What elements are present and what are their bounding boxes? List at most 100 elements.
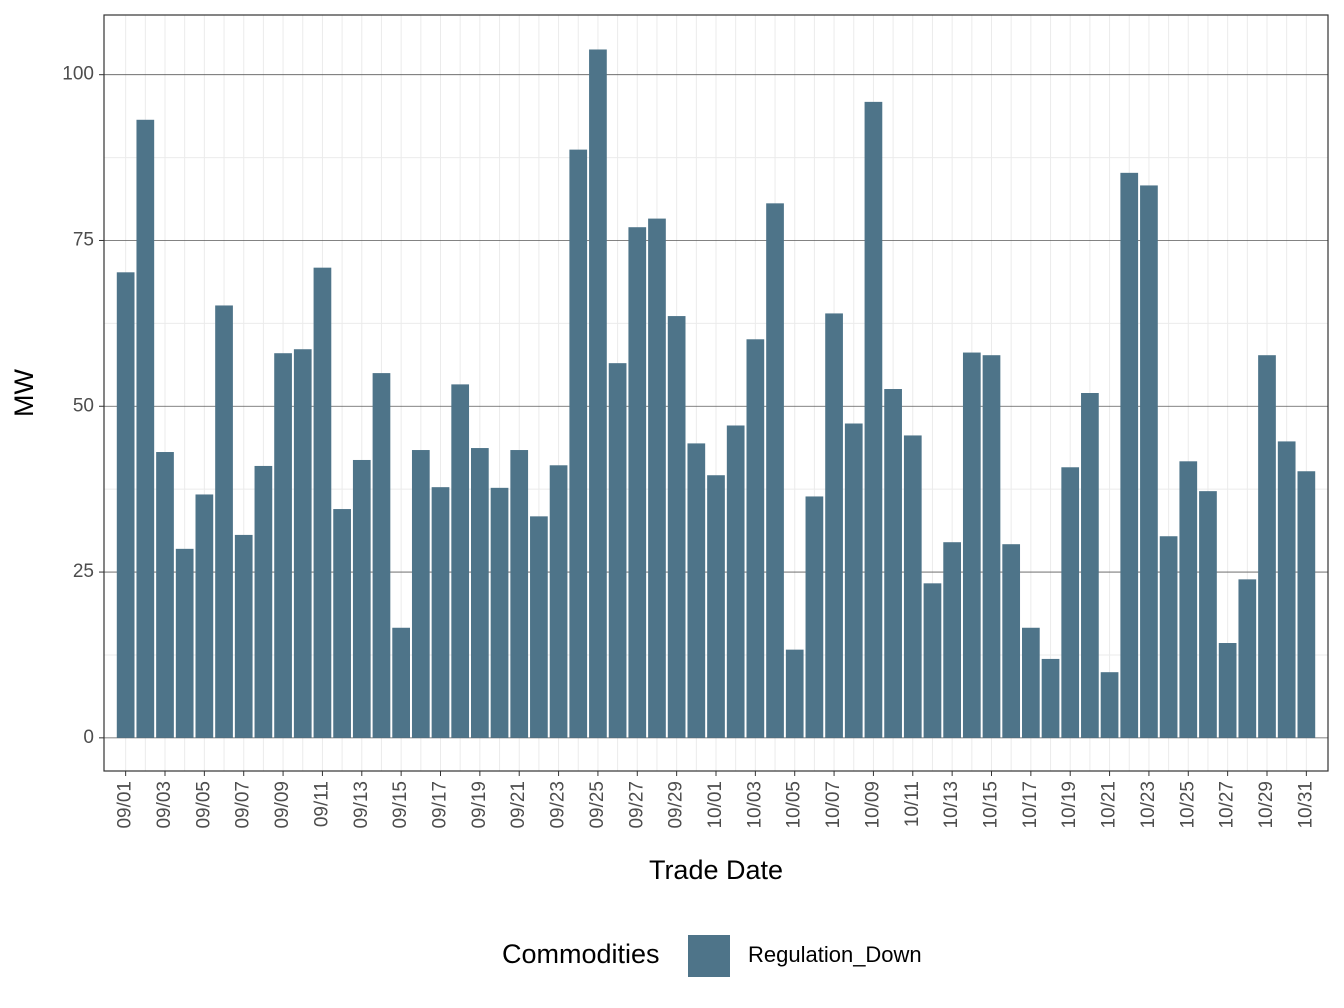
bar [1120,172,1139,738]
x-tick-label: 09/21 [508,781,529,829]
bar [825,313,843,738]
bar [1238,579,1257,738]
bar [1061,467,1080,738]
bar [805,496,824,738]
x-tick-label: 09/29 [666,781,687,829]
bar [156,452,174,738]
bar [471,448,489,738]
bar [254,465,273,738]
bar [589,49,607,738]
x-axis-title: Trade Date [649,855,783,885]
x-tick-label: 10/15 [981,781,1002,829]
x-tick-label: 10/07 [823,781,844,829]
bar [923,583,942,738]
x-tick-label: 10/01 [705,781,726,829]
x-tick-label: 10/31 [1295,781,1316,829]
x-tick-label: 09/05 [193,781,214,829]
y-axis-title: MW [9,369,39,417]
bar [667,316,686,738]
bar [372,373,391,738]
y-tick-label: 0 [83,727,94,748]
x-tick-label: 09/07 [233,781,254,829]
bar [431,487,450,738]
x-tick-label: 10/03 [744,781,765,829]
legend-key [688,935,730,977]
bar [726,425,745,738]
x-tick-label: 10/05 [784,781,805,829]
bar [766,203,784,738]
bar [687,443,706,738]
bar [1218,643,1237,738]
bar [116,272,135,738]
bar [549,465,568,738]
x-tick-label: 09/15 [390,781,411,829]
x-tick-label: 10/11 [902,781,923,827]
bar [451,384,470,738]
bar [175,548,194,738]
x-tick-label: 10/21 [1099,781,1120,829]
plot-border [103,14,1329,772]
bar [962,352,981,738]
bar [1199,491,1217,738]
bar [1081,393,1099,738]
bar [746,339,765,738]
x-tick-label: 09/11 [311,781,332,827]
x-tick-label: 09/27 [626,781,647,829]
bar [392,627,410,738]
bar [313,267,332,738]
x-tick-label: 10/17 [1020,781,1041,829]
x-tick-label: 10/25 [1177,781,1198,829]
bar [274,353,292,738]
x-tick-label: 10/13 [941,781,962,829]
bar [352,459,371,738]
bar [234,534,253,738]
bar [864,101,883,738]
bar [982,355,1001,738]
y-tick-label: 100 [62,64,94,85]
bar [1041,658,1060,738]
bar [943,542,961,738]
bar [333,509,351,738]
bar [569,149,588,738]
bar [1002,544,1021,738]
bar [510,450,529,738]
y-tick-label: 25 [73,561,94,582]
bar [1258,355,1276,738]
x-tick-label: 09/13 [351,781,372,829]
x-tick-label: 09/17 [430,781,451,829]
bar [1140,185,1158,738]
x-tick-label: 10/27 [1217,781,1238,829]
bar [411,450,430,738]
x-tick-label: 10/23 [1138,781,1159,829]
bar [1159,536,1178,738]
x-tick-label: 09/25 [587,781,608,829]
x-tick-label: 09/09 [272,781,293,829]
x-tick-label: 09/01 [115,781,136,829]
x-tick-label: 09/19 [469,781,490,829]
bar [215,305,233,738]
bar [195,494,214,738]
bar [648,218,666,738]
legend-label: Regulation_Down [748,942,922,967]
bar [884,389,902,738]
bar [707,475,725,738]
x-tick-label: 10/29 [1256,781,1277,829]
bar [608,363,627,738]
y-tick-label: 50 [73,395,94,416]
x-tick-label: 09/23 [548,781,569,829]
y-tick-label: 75 [73,229,94,250]
x-tick-label: 10/09 [862,781,883,829]
bar [1022,627,1040,738]
bar [136,119,155,738]
x-tick-label: 09/03 [154,781,175,829]
bar [903,435,922,738]
bar [844,423,863,738]
bar [1297,471,1316,738]
bar [530,516,548,738]
bar [490,487,509,738]
bar [1100,672,1119,738]
bar [1179,461,1198,738]
legend-title: Commodities [502,939,660,969]
bar [1277,441,1296,738]
